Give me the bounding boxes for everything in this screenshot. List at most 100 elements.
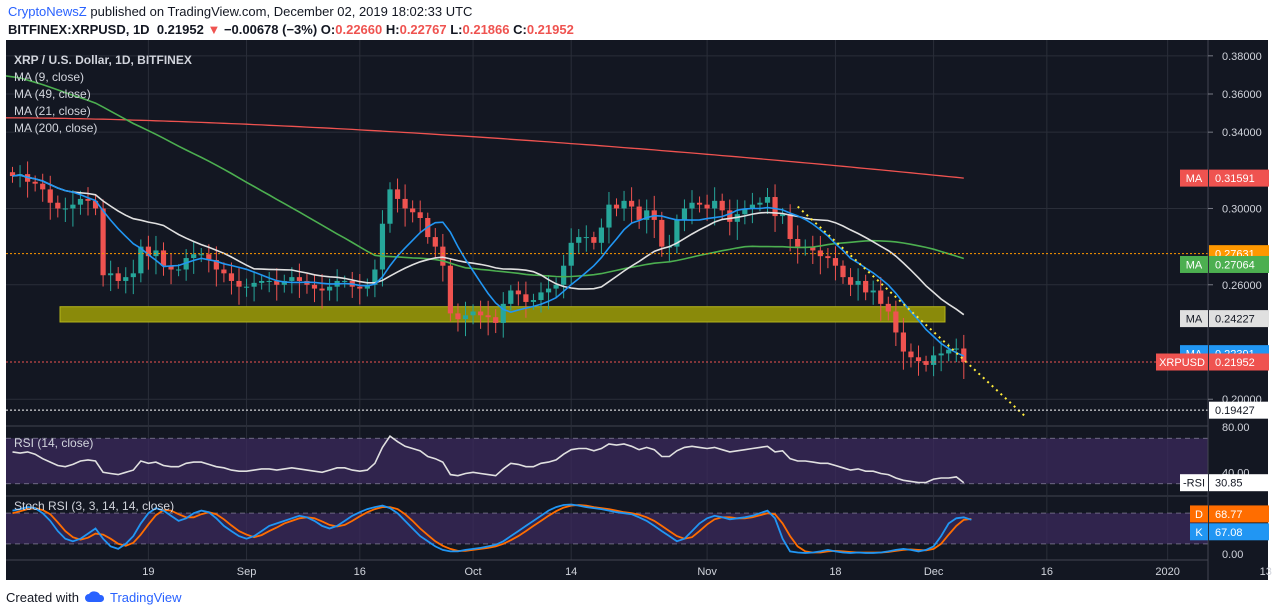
candle-body[interactable] (259, 280, 265, 283)
candle-body[interactable] (410, 208, 416, 213)
candle-body[interactable] (900, 332, 906, 352)
candle-body[interactable] (32, 181, 38, 184)
candle-body[interactable] (832, 258, 839, 266)
candle-body[interactable] (100, 208, 106, 276)
candle-body[interactable] (538, 292, 544, 301)
legend-rsi[interactable]: RSI (14, close) (14, 436, 93, 450)
candle-body[interactable] (878, 290, 884, 304)
candle-body[interactable] (742, 208, 748, 215)
candle-body[interactable] (394, 189, 401, 199)
candle-body[interactable] (749, 204, 755, 209)
candle-body[interactable] (266, 280, 272, 282)
candle-body[interactable] (289, 277, 295, 281)
candle-body[interactable] (938, 353, 944, 356)
price-axis[interactable] (1208, 40, 1268, 580)
candle-body[interactable] (893, 311, 899, 333)
legend-ma49[interactable]: MA (49, close) (14, 87, 91, 101)
candle-body[interactable] (168, 265, 174, 270)
candle-body[interactable] (795, 238, 801, 247)
candle-body[interactable] (417, 212, 423, 219)
candle-body[interactable] (243, 286, 250, 288)
candle-body[interactable] (500, 303, 506, 323)
candle-body[interactable] (885, 303, 891, 312)
candle-body[interactable] (342, 280, 348, 282)
candle-body[interactable] (402, 198, 408, 209)
candle-body[interactable] (319, 288, 325, 291)
candle-body[interactable] (92, 200, 99, 209)
candle-body[interactable] (712, 200, 718, 209)
candle-body[interactable] (236, 280, 242, 287)
candle-body[interactable] (825, 256, 831, 259)
candle-body[interactable] (432, 237, 438, 247)
candle-body[interactable] (77, 198, 84, 205)
candle-body[interactable] (553, 284, 559, 289)
candle-body[interactable] (485, 315, 491, 318)
candle-body[interactable] (508, 290, 514, 304)
candle-body[interactable] (145, 246, 151, 257)
legend-ma21[interactable]: MA (21, close) (14, 104, 91, 118)
candle-body[interactable] (515, 290, 521, 295)
candle-body[interactable] (228, 273, 235, 281)
candle-body[interactable] (598, 227, 604, 243)
candle-body[interactable] (213, 259, 219, 270)
candle-body[interactable] (674, 219, 680, 247)
candle-body[interactable] (530, 300, 537, 302)
candle-body[interactable] (764, 197, 771, 203)
candle-body[interactable] (923, 361, 929, 365)
candle-body[interactable] (863, 280, 869, 293)
candle-body[interactable] (62, 208, 68, 210)
candle-body[interactable] (183, 258, 189, 270)
candle-body[interactable] (447, 265, 453, 314)
candle-body[interactable] (621, 200, 627, 209)
candle-body[interactable] (462, 315, 469, 320)
time-axis[interactable]: 19 Sep 16 Oct 14 Nov 18 Dec 16 2020 13 (142, 566, 1272, 578)
candle-body[interactable] (946, 349, 952, 354)
legend-ma9[interactable]: MA (9, close) (14, 70, 84, 84)
candle-body[interactable] (357, 286, 363, 289)
candle-body[interactable] (689, 202, 695, 209)
candle-body[interactable] (561, 265, 567, 285)
candle-body[interactable] (757, 202, 763, 205)
candle-body[interactable] (55, 202, 61, 209)
trading-chart[interactable]: 0.380000.360000.340000.300000.260000.200… (0, 40, 1274, 590)
candle-body[interactable] (583, 237, 589, 239)
candle-body[interactable] (704, 204, 710, 209)
candle-body[interactable] (817, 250, 823, 257)
pane-separator[interactable] (6, 495, 1208, 497)
legend-stoch[interactable]: Stoch RSI (3, 3, 14, 14, close) (14, 499, 174, 513)
candle-body[interactable] (440, 246, 446, 266)
tradingview-brand[interactable]: TradingView (110, 590, 182, 605)
candle-body[interactable] (40, 183, 46, 190)
candle-body[interactable] (545, 288, 552, 293)
candle-body[interactable] (576, 237, 582, 243)
candle-body[interactable] (780, 214, 786, 217)
candle-body[interactable] (138, 246, 144, 274)
candle-body[interactable] (659, 219, 665, 247)
candle-body[interactable] (953, 348, 959, 350)
candle-body[interactable] (772, 197, 778, 217)
candle-body[interactable] (855, 280, 861, 285)
candle-body[interactable] (47, 189, 53, 203)
candle-body[interactable] (629, 200, 635, 207)
candle-body[interactable] (364, 284, 370, 289)
candle-body[interactable] (130, 273, 136, 278)
legend-ma200[interactable]: MA (200, close) (14, 121, 97, 135)
candle-body[interactable] (840, 265, 846, 278)
candle-body[interactable] (931, 355, 937, 365)
candle-body[interactable] (176, 269, 182, 271)
candle-body[interactable] (160, 250, 167, 266)
candle-body[interactable] (206, 254, 212, 260)
candle-body[interactable] (787, 214, 793, 239)
candle-body[interactable] (379, 223, 386, 270)
candle-body[interactable] (108, 273, 114, 276)
candle-body[interactable] (455, 313, 461, 320)
candle-body[interactable] (810, 246, 816, 251)
candle-body[interactable] (606, 204, 612, 228)
candle-body[interactable] (719, 200, 725, 211)
candle-body[interactable] (387, 189, 393, 224)
candle-body[interactable] (327, 286, 333, 291)
candle-body[interactable] (727, 210, 733, 222)
candle-body[interactable] (85, 198, 91, 201)
candle-body[interactable] (198, 254, 204, 256)
candle-body[interactable] (870, 290, 876, 293)
